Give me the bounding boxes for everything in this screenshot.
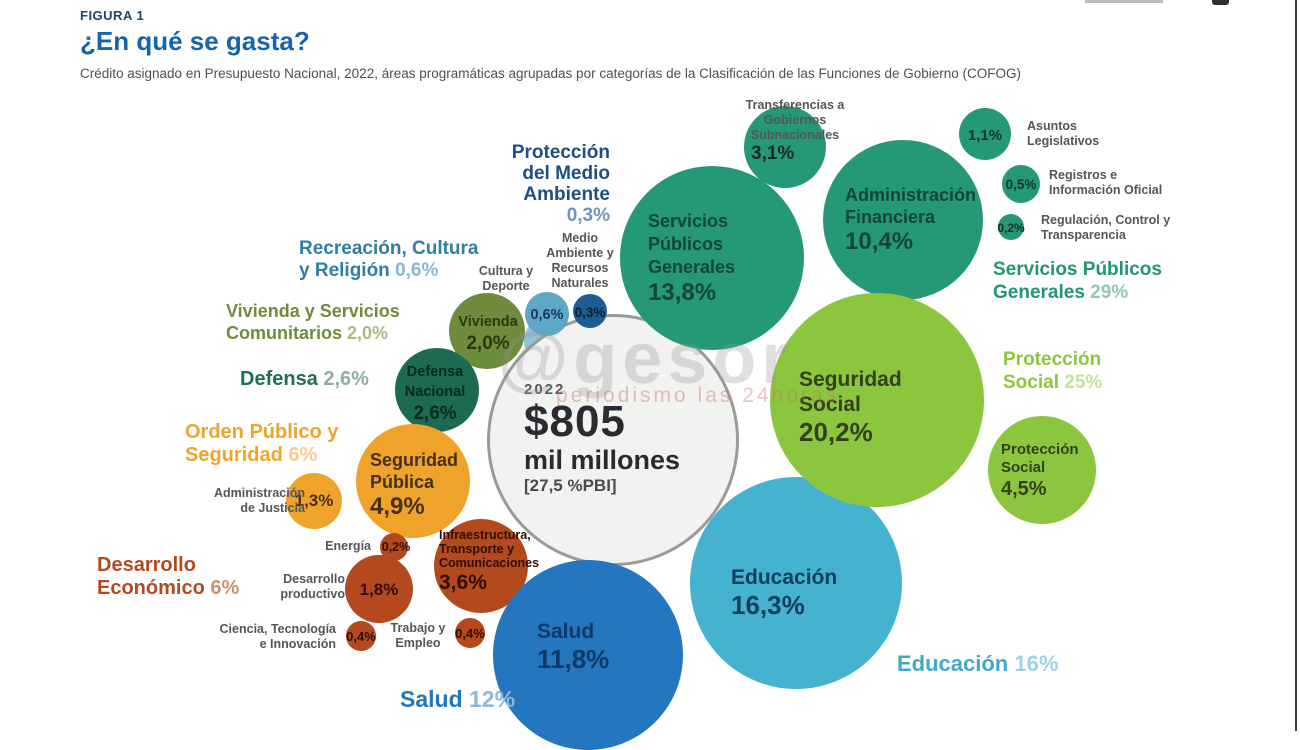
- page-title: ¿En qué se gasta?: [80, 26, 310, 56]
- bubble-desarrollo-productivo: [345, 555, 413, 623]
- group-label-salud-group: Salud 12%: [400, 686, 516, 712]
- bubble-label-regulacion-control-transparencia: 0,2%: [997, 221, 1025, 235]
- annotation-cultura-deporte-label: Cultura y Deporte: [478, 264, 534, 293]
- bubble-cultura-deporte: [525, 292, 569, 336]
- annotation-regulacion-label: Regulación, Control y Transparencia: [1041, 213, 1171, 242]
- center-unit: mil millones: [524, 444, 681, 475]
- bubble-label-administracion-financiera: Administración Financiera 10,4%: [845, 185, 977, 255]
- bubble-regulacion-control-transparencia: [998, 214, 1024, 240]
- bubble-label-registros-informacion-oficial: 0,5%: [1005, 177, 1037, 192]
- annotation-desarrollo-productivo-label: Desarrollo productivo: [280, 572, 345, 601]
- bubble-label-ciencia-tecnologia-innovacion: 0,4%: [346, 629, 376, 644]
- center-total-label: 2022 $805 mil millones [27,5 %PBI]: [524, 381, 680, 496]
- bubble-administracion-de-justicia: [286, 473, 342, 529]
- bubble-label-seguridad-social: Seguridad Social 20,2%: [799, 368, 902, 447]
- bubble-chart: 2022 $805 mil millones [27,5 %PBI] @geso…: [97, 98, 1171, 750]
- bubble-label-transferencias-gobiernos-subnacionales: 3,1%: [751, 143, 795, 164]
- cropped-header-mark: [1212, 0, 1229, 5]
- group-label-proteccion-medio-ambiente: Protección del Medio Ambiente 0,3%: [511, 142, 610, 226]
- bubble-medio-ambiente-recursos-naturales: [573, 294, 607, 328]
- bubble-label-infraestructura-transporte-comunicaciones: Infraestructura, Transporte y Comunicacion…: [439, 528, 540, 594]
- bubble-label-educacion: Educación 16,3%: [731, 566, 838, 620]
- bubble-transferencias-gobiernos-subnacionales: [744, 106, 826, 188]
- group-label-orden-publico-seguridad: Orden Público y Seguridad 6%: [185, 421, 339, 466]
- annotation-administracion-justicia-label: Administración de Justicia: [214, 486, 305, 515]
- bubble-label-seguridad-publica: Seguridad Pública 4,9%: [370, 450, 459, 520]
- bubble-label-medio-ambiente-recursos-naturales: 0,3%: [574, 305, 606, 320]
- cropped-header-fragment: [1085, 0, 1163, 3]
- bubble-educacion: [690, 477, 902, 689]
- bubble-label-servicios-publicos-generales: Servicios Públicos Generales 13,8%: [648, 211, 736, 306]
- annotation-transferencias-label: Transferencias a Gobiernos Subnacionales: [745, 98, 845, 142]
- center-pbi: [27,5 %PBI]: [524, 475, 617, 495]
- bubble-label-salud: Salud 11,8%: [537, 620, 610, 674]
- annotation-medio-ambiente-recursos-label: Medio Ambiente y Recursos Naturales: [546, 231, 614, 290]
- annotation-registros-label: Registros e Información Oficial: [1049, 168, 1163, 197]
- group-label-servicios-publicos-generales-group: Servicios Públicos Generales 29%: [993, 259, 1162, 303]
- bubble-defensa-nacional: [395, 348, 479, 432]
- bubble-asuntos-legislativos: [959, 108, 1011, 160]
- bubble-label-cultura-deporte: 0,6%: [530, 307, 564, 323]
- group-label-desarrollo-economico: Desarrollo Económico 6%: [97, 554, 240, 599]
- figure-label: FIGURA 1: [80, 8, 145, 23]
- figure-header: FIGURA 1 ¿En qué se gasta? Crédito asign…: [80, 8, 1021, 81]
- group-label-defensa: Defensa 2,6%: [240, 368, 369, 390]
- group-label-vivienda-servicios-comunitarios: Vivienda y Servicios Comunitarios 2,0%: [226, 301, 400, 343]
- annotation-ciencia-label: Ciencia, Tecnología e Innovación: [219, 622, 336, 651]
- center-year: 2022: [524, 381, 566, 398]
- bubble-label-administracion-de-justicia: 1,3%: [294, 491, 334, 510]
- group-label-proteccion-social-group: Protección Social 25%: [1003, 349, 1103, 393]
- bubble-trabajo-empleo: [455, 618, 485, 648]
- bubble-administracion-financiera: [823, 140, 983, 300]
- bubble-label-energia: 0,2%: [381, 540, 411, 554]
- bubble-label-vivienda: Vivienda 2,0%: [458, 314, 518, 354]
- annotation-asuntos-legislativos-label: Asuntos Legislativos: [1027, 119, 1100, 148]
- bubble-label-defensa-nacional: Defensa Nacional 2,6%: [404, 364, 466, 424]
- annotation-energia-label: Energía: [325, 539, 371, 553]
- annotation-trabajo-empleo-label: Trabajo y Empleo: [390, 621, 446, 650]
- figure-page: FIGURA 1 ¿En qué se gasta? Crédito asign…: [80, 0, 1297, 750]
- bubble-label-trabajo-empleo: 0,4%: [455, 626, 485, 641]
- bubble-proteccion-social: [988, 416, 1096, 524]
- bubble-total-budget: [487, 314, 739, 566]
- group-label-educacion-group: Educación 16%: [897, 651, 1059, 676]
- bubble-label-proteccion-social: Protección Social 4,5%: [1001, 441, 1079, 500]
- bubble-label-asuntos-legislativos: 1,1%: [967, 127, 1003, 144]
- bubble-servicios-publicos-generales: [620, 166, 804, 350]
- figure-subtitle: Crédito asignado en Presupuesto Nacional…: [80, 66, 1022, 81]
- page-edge-line: [1295, 0, 1297, 731]
- bubble-ciencia-tecnologia-innovacion: [346, 621, 376, 651]
- center-amount: $805: [524, 397, 626, 446]
- bubble-registros-informacion-oficial: [1002, 165, 1040, 203]
- bubble-seguridad-publica: [356, 424, 470, 538]
- group-label-recreacion-cultura-religion: Recreación, Cultura y Religión 0,6%: [299, 238, 479, 281]
- bubble-label-desarrollo-productivo: 1,8%: [359, 580, 399, 599]
- bubble-salud: [493, 560, 683, 750]
- bubble-seguridad-social: [770, 293, 984, 507]
